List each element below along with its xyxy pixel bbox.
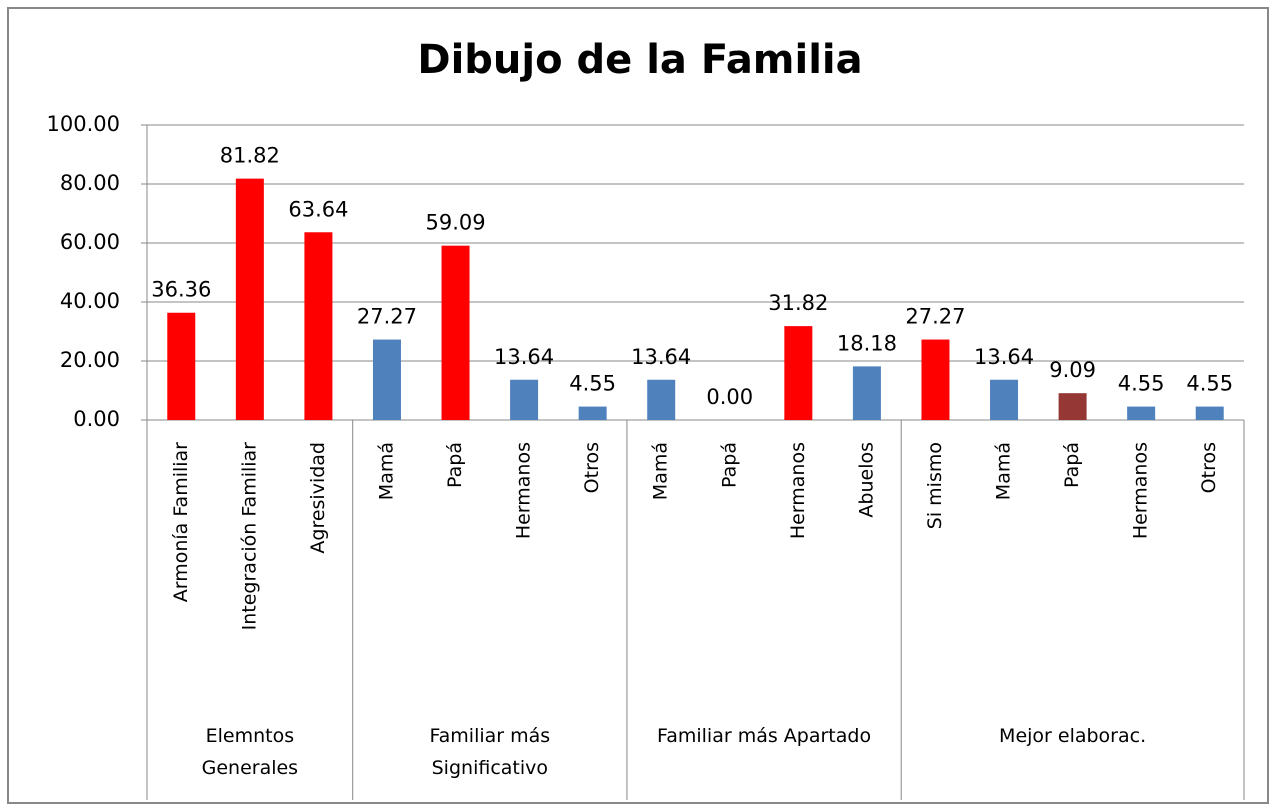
- x-tick-label: Abuelos: [855, 442, 877, 518]
- x-tick-label: Si mismo: [924, 442, 946, 529]
- chart-title: Dibujo de la Familia: [417, 37, 862, 83]
- y-tick-label: 0.00: [73, 407, 120, 431]
- value-label: 13.64: [494, 345, 554, 369]
- value-label: 27.27: [357, 305, 417, 329]
- x-tick-label: Armonía Familiar: [170, 442, 192, 602]
- x-tick-label: Integración Familiar: [238, 442, 260, 631]
- x-tick-label: Hermanos: [1130, 442, 1152, 539]
- value-label: 31.82: [768, 291, 828, 315]
- x-tick-label: Otros: [581, 442, 603, 493]
- value-label: 59.09: [425, 211, 485, 235]
- bar: [304, 232, 333, 420]
- y-tick-label: 60.00: [60, 230, 120, 254]
- bar: [852, 366, 881, 420]
- bar: [372, 339, 401, 420]
- bar: [578, 406, 607, 420]
- bar: [921, 339, 950, 420]
- value-label: 63.64: [288, 197, 348, 221]
- x-tick-label: Mamá: [993, 442, 1015, 500]
- chart-border: [7, 7, 1269, 804]
- value-label: 27.27: [905, 305, 965, 329]
- group-label: Familiar más Significativo: [429, 725, 551, 779]
- x-tick-label: Agresividad: [307, 442, 329, 554]
- x-tick-label: Otros: [1198, 442, 1220, 493]
- group-label: Familiar más Apartado: [657, 725, 872, 747]
- group-label: Mejor elaborac.: [999, 725, 1147, 747]
- y-tick-label: 100.00: [47, 112, 120, 136]
- value-label: 13.64: [974, 345, 1034, 369]
- value-label: 0.00: [706, 385, 753, 409]
- value-label: 4.55: [1118, 372, 1165, 396]
- x-tick-label: Papá: [718, 442, 740, 488]
- value-label: 13.64: [631, 345, 691, 369]
- bar: [167, 312, 196, 420]
- x-tick-label: Hermanos: [513, 442, 535, 539]
- y-tick-label: 20.00: [60, 348, 120, 372]
- bar: [441, 245, 470, 420]
- x-tick-label: Papá: [1061, 442, 1083, 488]
- value-label: 18.18: [837, 331, 897, 355]
- x-tick-label: Hermanos: [787, 442, 809, 539]
- bar: [1127, 406, 1156, 420]
- x-tick-label: Papá: [444, 442, 466, 488]
- x-tick-label: Mamá: [650, 442, 672, 500]
- value-label: 4.55: [1186, 372, 1233, 396]
- y-tick-label: 40.00: [60, 289, 120, 313]
- bar: [510, 379, 539, 420]
- value-label: 9.09: [1049, 358, 1096, 382]
- bar: [647, 379, 676, 420]
- bar: [1058, 393, 1087, 420]
- value-label: 81.82: [220, 144, 280, 168]
- value-label: 36.36: [151, 278, 211, 302]
- bar: [235, 178, 264, 420]
- y-tick-label: 80.00: [60, 171, 120, 195]
- bar: [784, 326, 813, 420]
- bar: [990, 379, 1019, 420]
- group-label: Elemntos Generales: [201, 725, 299, 779]
- x-tick-label: Mamá: [375, 442, 397, 500]
- value-label: 4.55: [569, 372, 616, 396]
- bar: [1195, 406, 1224, 420]
